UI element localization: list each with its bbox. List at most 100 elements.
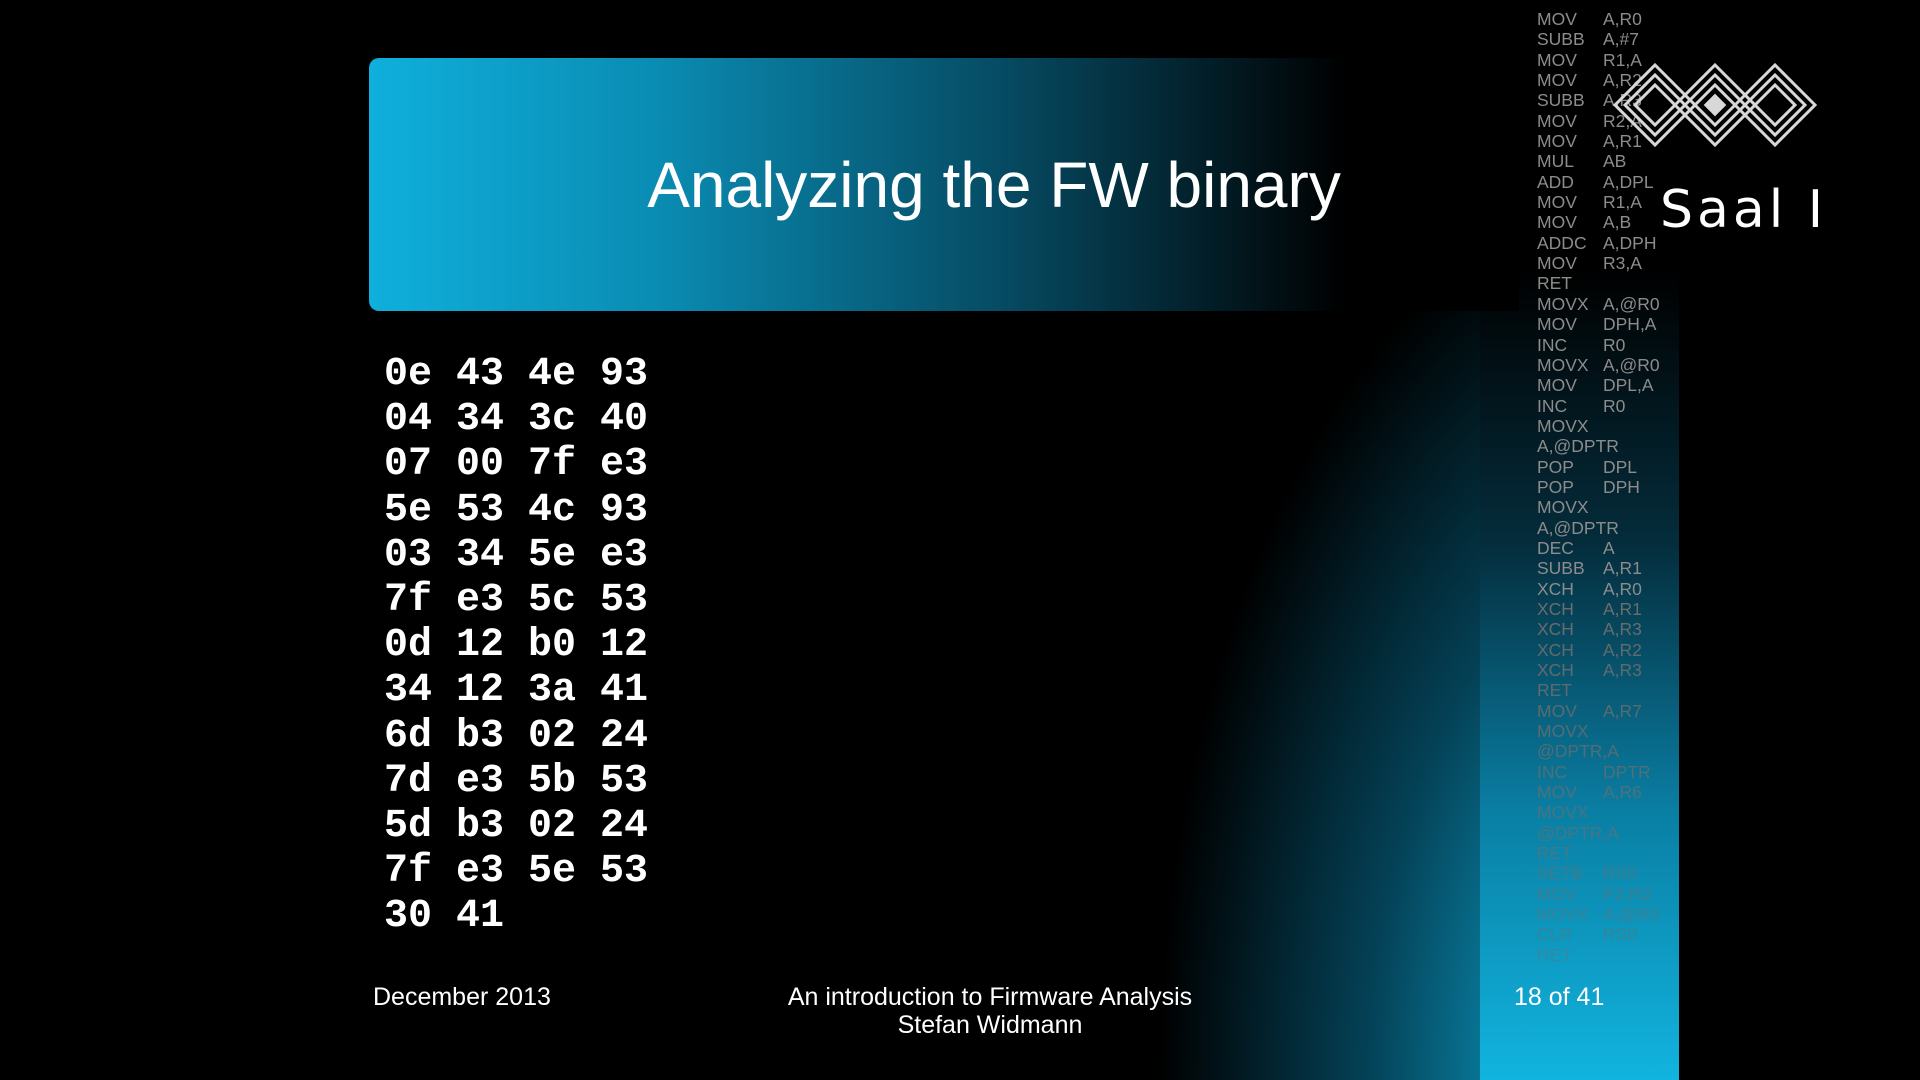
asm-line: POP DPH (1537, 477, 1677, 497)
asm-operand: A,R3 (1603, 660, 1642, 680)
asm-line: RET (1537, 680, 1677, 700)
asm-line: MOV A,R2 (1537, 70, 1677, 90)
asm-line: A,@DPTR (1537, 436, 1677, 456)
asm-line: MOV DPH,A (1537, 314, 1677, 334)
slide-title: Analyzing the FW binary (647, 148, 1341, 221)
asm-operand: A,@R0 (1603, 354, 1660, 375)
asm-opcode: MOV (1537, 253, 1577, 274)
footer-center: An introduction to Firmware Analysis Ste… (760, 983, 1220, 1039)
asm-line: MOV A,B (1537, 212, 1677, 232)
asm-line: ADDC A,DPH (1537, 233, 1677, 253)
asm-operand: A,R1 (1603, 131, 1642, 152)
asm-line: ADD A,DPL (1537, 172, 1677, 192)
asm-operand: DPH,A (1603, 314, 1657, 335)
asm-line: MOVX (1537, 416, 1677, 436)
asm-line: MOVX A,@R0 (1537, 904, 1677, 924)
asm-line: MOV DPL,A (1537, 375, 1677, 395)
asm-opcode: RET (1537, 273, 1572, 294)
asm-operand: DPTR (1603, 761, 1651, 782)
asm-opcode: MOV (1537, 782, 1577, 803)
asm-operand: A,B (1603, 212, 1632, 233)
footer-date: December 2013 (373, 983, 551, 1011)
asm-line: MUL AB (1537, 151, 1677, 171)
hex-line: 0d 12 b0 12 (384, 623, 649, 669)
asm-line: MOV P2,R2 (1537, 884, 1677, 904)
asm-line: INC R0 (1537, 335, 1677, 355)
asm-opcode: MOV (1537, 314, 1577, 335)
asm-opcode: MOVX (1537, 497, 1589, 518)
hex-line: 34 12 3a 41 (384, 668, 649, 714)
asm-opcode: XCH (1537, 619, 1574, 640)
asm-line: MOV R1,A (1537, 192, 1677, 212)
asm-operand: DPL,A (1603, 375, 1654, 396)
asm-opcode: SUBB (1537, 90, 1585, 111)
asm-operand: R1,A (1603, 192, 1642, 213)
asm-line: MOVX (1537, 497, 1677, 517)
asm-opcode: MOV (1537, 700, 1577, 721)
asm-operand: A,R1 (1603, 598, 1642, 619)
asm-opcode: MOV (1537, 192, 1577, 213)
hex-line: 30 41 (384, 894, 505, 940)
asm-operand: A,R2 (1603, 639, 1642, 660)
title-banner (369, 58, 1519, 311)
asm-line: XCH A,R3 (1537, 619, 1677, 639)
asm-line: XCH A,R1 (1537, 599, 1677, 619)
asm-opcode: MOVX (1537, 802, 1589, 823)
asm-opcode: MOV (1537, 883, 1577, 904)
asm-operand: A,R3 (1603, 619, 1642, 640)
asm-opcode: @DPTR,A (1537, 822, 1619, 843)
asm-opcode: MOVX (1537, 354, 1589, 375)
asm-opcode: ADD (1537, 171, 1574, 192)
asm-line: MOV A,R0 (1537, 9, 1677, 29)
asm-operand: A,DPL (1603, 171, 1654, 192)
asm-operand: DPL (1603, 456, 1638, 477)
asm-line: MOVX (1537, 721, 1677, 741)
asm-line: A,@DPTR (1537, 518, 1677, 538)
asm-opcode: MOVX (1537, 415, 1589, 436)
asm-opcode: INC (1537, 395, 1568, 416)
asm-operand: A,R0 (1603, 9, 1642, 29)
asm-opcode: RET (1537, 680, 1572, 701)
asm-opcode: MOV (1537, 110, 1577, 131)
asm-operand: A,#7 (1603, 29, 1639, 50)
asm-opcode: MOV (1537, 9, 1577, 29)
asm-opcode: XCH (1537, 639, 1574, 660)
asm-operand: AB (1603, 151, 1627, 172)
asm-opcode: SUBB (1537, 558, 1585, 579)
asm-line: MOV A,R6 (1537, 782, 1677, 802)
asm-opcode: SUBB (1537, 29, 1585, 50)
asm-opcode: POP (1537, 456, 1574, 477)
asm-operand: A,R6 (1603, 782, 1642, 803)
asm-line: @DPTR,A (1537, 823, 1677, 843)
asm-operand: A,R0 (1603, 578, 1642, 599)
asm-opcode: @DPTR,A (1537, 741, 1619, 762)
conference-logo-icon (1612, 62, 1818, 148)
hex-line: 5d b3 02 24 (384, 803, 649, 849)
asm-line: RET (1537, 843, 1677, 863)
asm-line: CLR RS0 (1537, 924, 1677, 944)
asm-operand: RS0 (1603, 863, 1638, 884)
hex-line: 07 00 7f e3 (384, 442, 649, 488)
asm-opcode: POP (1537, 476, 1574, 497)
asm-operand: RS0 (1603, 924, 1638, 945)
logo-text: Saal I (1660, 180, 1828, 240)
asm-opcode: MOV (1537, 375, 1577, 396)
asm-operand: A,R2 (1603, 70, 1642, 91)
footer-page-number: 18 of 41 (1514, 983, 1605, 1011)
asm-operand: R0 (1603, 334, 1626, 355)
asm-opcode: MOV (1537, 131, 1577, 152)
assembly-listing: MOV A,R0 SUBB A,#7 MOV R1,A MOV A,R2 SUBB A,R3 MOV… (1537, 9, 1677, 965)
hex-line: 04 34 3c 40 (384, 397, 649, 443)
hex-line: 03 34 5e e3 (384, 532, 649, 578)
hex-dump: 0e 43 4e 93 04 34 3c 40 07 00 7f e3 5e 53 4… (384, 352, 648, 939)
asm-operand: A,@R0 (1603, 293, 1660, 314)
hex-line: 7f e3 5c 53 (384, 577, 649, 623)
asm-opcode: INC (1537, 761, 1568, 782)
asm-operand: A (1603, 537, 1615, 558)
footer-talk-title: An introduction to Firmware Analysis (787, 983, 1193, 1011)
asm-opcode: MUL (1537, 151, 1574, 172)
asm-opcode: RET (1537, 944, 1572, 965)
asm-opcode: A,@DPTR (1537, 436, 1619, 457)
asm-line: SUBB A,R1 (1537, 558, 1677, 578)
asm-line: RET (1537, 273, 1677, 293)
